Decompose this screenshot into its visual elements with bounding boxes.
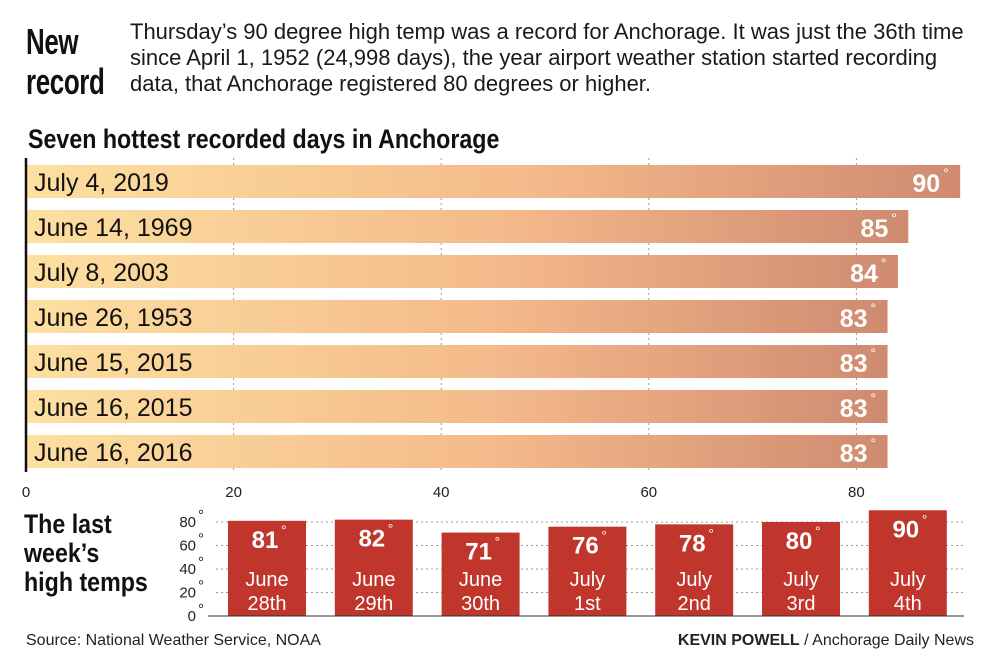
column-value-label: 71	[465, 539, 492, 566]
column-label-line-1: July	[783, 569, 819, 591]
intro-text: Thursday’s 90 degree high temp was a rec…	[130, 19, 964, 96]
column-value-label: 82	[358, 526, 385, 553]
column-label-line-1: June	[352, 569, 395, 591]
bar	[26, 165, 961, 198]
x-tick-label: 60	[640, 484, 657, 501]
bar-category-label: June 16, 2015	[34, 394, 192, 422]
x-tick-label: 40	[433, 484, 450, 501]
y-tick-label: 20	[179, 585, 196, 602]
column-label-line-2: 3rd	[787, 593, 816, 615]
degree-symbol: °	[601, 528, 607, 544]
column-label-line-2: 30th	[461, 593, 500, 615]
column-label-line-1: June	[459, 569, 502, 591]
y-tick-degree: °	[198, 554, 204, 571]
y-tick-label: 80	[179, 514, 196, 531]
degree-symbol: °	[881, 255, 887, 271]
bar-value-label: 90	[912, 170, 940, 198]
column	[762, 522, 840, 616]
bar	[26, 300, 888, 333]
column	[548, 526, 627, 616]
degree-symbol: °	[871, 345, 877, 361]
column-label-line-2: 1st	[574, 593, 601, 615]
column-label-line-2: 4th	[894, 593, 922, 615]
column	[441, 532, 520, 616]
degree-symbol: °	[495, 534, 501, 550]
column-label-line-2: 2nd	[678, 593, 711, 615]
credit-author: KEVIN POWELL	[677, 632, 800, 649]
column-label-line-1: July	[676, 569, 712, 591]
degree-symbol: °	[922, 511, 928, 527]
weekly-title-line-2: week’s	[24, 538, 100, 568]
bar	[26, 345, 888, 378]
y-tick-label: 40	[179, 561, 196, 578]
bar	[26, 435, 888, 468]
degree-symbol: °	[871, 390, 877, 406]
headline-line-2: record	[26, 61, 105, 102]
bar-value-label: 85	[860, 215, 888, 243]
bar-value-label: 83	[840, 305, 868, 333]
degree-symbol: °	[708, 525, 714, 541]
column	[655, 524, 734, 616]
degree-symbol: °	[281, 522, 287, 538]
degree-symbol: °	[388, 521, 394, 537]
y-tick-label: 60	[179, 538, 196, 555]
weekly-chart-title: The last week’s high temps	[24, 510, 153, 597]
column	[334, 519, 413, 616]
main-chart-title: Seven hottest recorded days in Anchorage	[28, 124, 500, 154]
bar	[26, 210, 909, 243]
column-label-line-1: June	[245, 569, 288, 591]
bar-category-label: June 26, 1953	[34, 304, 192, 332]
bar-category-label: July 4, 2019	[34, 169, 169, 197]
source-note: Source: National Weather Service, NOAA	[26, 632, 321, 649]
column-value-label: 90	[892, 516, 919, 543]
y-tick-degree: °	[198, 578, 204, 595]
bar-value-label: 83	[840, 395, 868, 423]
column	[228, 520, 306, 616]
column-value-label: 81	[252, 527, 279, 554]
column	[868, 510, 947, 616]
credit-publication: / Anchorage Daily News	[799, 632, 974, 649]
bar	[26, 255, 898, 288]
column-value-label: 80	[786, 528, 813, 555]
x-tick-label: 0	[22, 484, 30, 501]
column-value-label: 76	[572, 533, 599, 560]
degree-symbol: °	[815, 523, 821, 539]
weekly-title-line-1: The last	[24, 509, 112, 539]
y-tick-degree: °	[198, 507, 204, 524]
column-label-line-1: July	[570, 569, 606, 591]
bar-category-label: June 16, 2016	[34, 439, 192, 467]
weekly-title-line-3: high temps	[24, 567, 148, 597]
degree-symbol: °	[871, 435, 877, 451]
column-label-line-2: 29th	[354, 593, 393, 615]
column-value-label: 78	[679, 530, 706, 557]
column-label-line-1: July	[890, 569, 926, 591]
x-tick-label: 20	[225, 484, 242, 501]
degree-symbol: °	[943, 165, 949, 181]
y-tick-label: 0	[188, 608, 196, 625]
x-tick-label: 80	[848, 484, 865, 501]
y-tick-degree: °	[198, 531, 204, 548]
bar	[26, 390, 888, 423]
headline-line-1: New	[26, 21, 79, 62]
column-label-line-2: 28th	[248, 593, 287, 615]
bar-value-label: 83	[840, 440, 868, 468]
credit-line: KEVIN POWELL / Anchorage Daily News	[678, 632, 974, 650]
bar-category-label: June 15, 2015	[34, 349, 192, 377]
bar-category-label: July 8, 2003	[34, 259, 169, 287]
y-tick-degree: °	[198, 601, 204, 618]
degree-symbol: °	[891, 210, 897, 226]
headline: New record	[26, 21, 105, 102]
bar-value-label: 84	[850, 260, 878, 288]
bar-category-label: June 14, 1969	[34, 214, 192, 242]
bar-value-label: 83	[840, 350, 868, 378]
degree-symbol: °	[871, 300, 877, 316]
